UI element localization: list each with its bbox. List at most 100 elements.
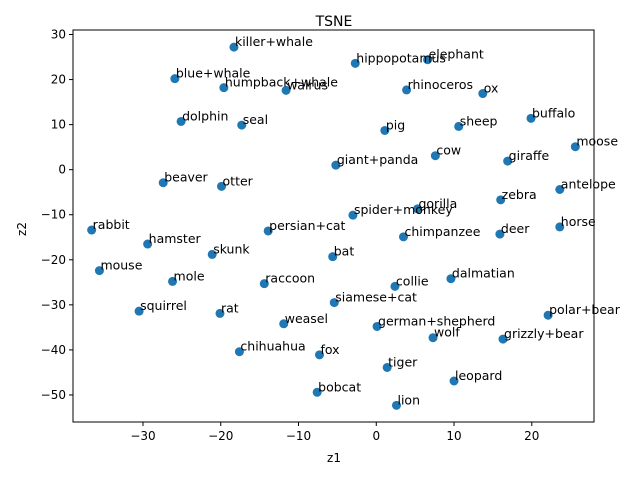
scatter-point [134,306,144,316]
point-label: weasel [285,311,328,326]
scatter-point [478,89,488,99]
scatter-point [570,142,580,152]
scatter-point [215,308,225,318]
y-tick-label: −10 [41,208,66,222]
scatter-point [328,252,338,262]
point-label: otter [223,173,254,188]
point-label: squirrel [140,298,187,313]
point-label: fox [321,342,340,357]
plot-frame [72,29,595,423]
scatter-point [555,185,565,195]
scatter-point [329,298,339,308]
scatter-point [503,156,513,166]
point-label: rhinoceros [408,77,473,92]
scatter-points [87,42,580,410]
scatter-point [331,160,341,170]
scatter-point [229,42,239,52]
point-label: humpback+whale [225,75,338,90]
scatter-point [428,333,438,343]
scatter-point [259,279,269,289]
y-tick-label: 0 [58,163,66,177]
scatter-point [234,347,244,357]
scatter-point [496,195,506,205]
point-label: collie [396,273,429,288]
point-label: dolphin [182,108,228,123]
point-label: grizzly+bear [504,326,584,341]
scatter-point [446,274,456,284]
point-label: elephant [429,47,484,62]
point-label: leopard [455,368,502,383]
scatter-point [176,116,186,126]
point-label: blue+whale [176,66,251,81]
point-label: persian+cat [269,218,345,233]
y-tick-label: 10 [51,118,66,132]
point-label: giant+panda [337,152,418,167]
scatter-point [281,85,291,95]
point-label: bobcat [318,379,361,394]
y-tick-label: −40 [41,343,66,357]
scatter-point [94,266,104,276]
scatter-point [263,226,273,236]
point-label: ox [484,81,499,96]
point-label: sheep [460,113,498,128]
scatter-point [526,113,536,123]
point-label: mouse [100,258,142,273]
point-label: buffalo [532,105,575,120]
point-label: hamster [149,231,202,246]
scatter-point [495,229,505,239]
point-label: tiger [388,354,418,369]
point-label: killer+whale [235,34,313,49]
point-label: pig [386,117,405,132]
y-tick-label: 30 [51,28,66,42]
scatter-point [315,350,325,360]
point-label: dalmatian [452,266,515,281]
scatter-point [350,58,360,68]
y-tick-label: 20 [51,73,66,87]
point-label: bat [334,244,355,259]
point-label: chihuahua [240,339,305,354]
y-tick-label: −20 [41,253,66,267]
x-tick-label: 20 [524,429,539,443]
point-label: rabbit [93,217,130,232]
point-label: skunk [213,241,250,256]
scatter-point [449,376,459,386]
point-label: walrus [287,77,328,92]
scatter-point [412,204,422,214]
x-tick-label: −10 [286,429,311,443]
x-tick-label: 0 [372,429,380,443]
point-label: moose [576,134,618,149]
scatter-point [158,178,168,188]
point-label: rat [221,300,239,315]
point-label: raccoon [265,271,315,286]
point-label: wolf [434,325,460,340]
chart-title: TSNE [315,14,353,30]
y-axis-label: z2 [15,222,29,236]
point-label: gorilla [418,196,457,211]
point-label: polar+bear [549,302,621,317]
scatter-point [454,121,464,131]
scatter-point [382,362,392,372]
point-label: siamese+cat [335,290,417,305]
scatter-point [391,400,401,410]
point-label: antelope [561,177,616,192]
point-label: german+shepherd [378,313,495,328]
scatter-point [87,225,97,235]
scatter-point [219,83,229,93]
scatter-point [372,321,382,331]
scatter-point [402,85,412,95]
scatter-point [543,310,553,320]
x-tick-label: −20 [208,429,233,443]
point-label: deer [501,221,530,236]
point-label: lion [397,392,420,407]
point-label: cow [436,143,461,158]
point-label: chimpanzee [404,224,480,239]
scatter-point [430,151,440,161]
point-label: giraffe [509,148,550,163]
scatter-point [170,74,180,84]
x-tick-label: −30 [130,429,155,443]
scatter-point [398,232,408,242]
y-tick-label: −30 [41,298,66,312]
scatter-point [168,276,178,286]
